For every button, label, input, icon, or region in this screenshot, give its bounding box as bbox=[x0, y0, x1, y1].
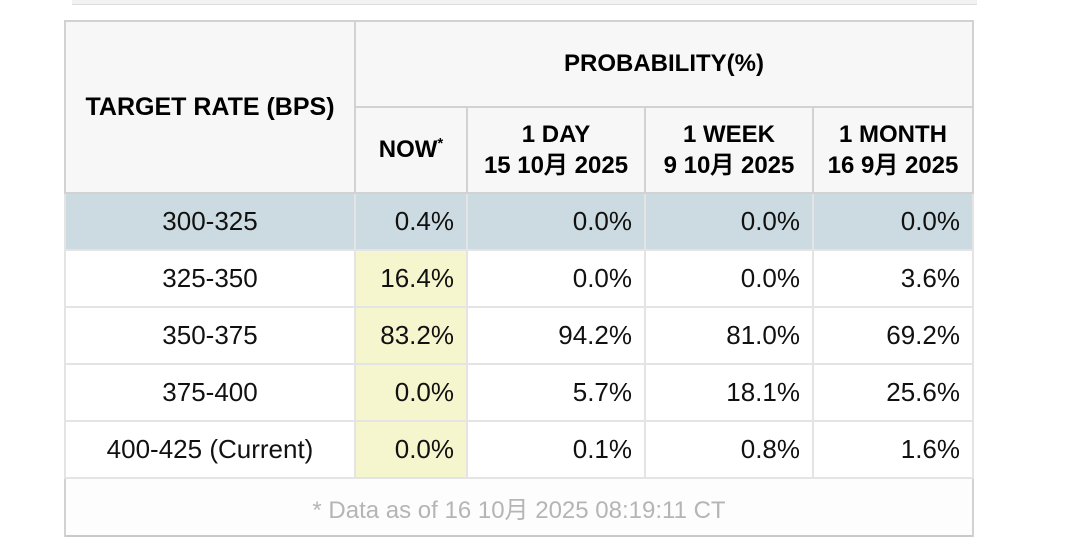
prob-now: 83.2% bbox=[354, 306, 468, 365]
prob-1-week: 0.8% bbox=[644, 420, 814, 479]
rate-range: 325-350 bbox=[64, 249, 356, 308]
data-as-of-footnote: * Data as of 16 10月 2025 08:19:11 CT bbox=[64, 477, 974, 536]
fedwatch-probability-table: TARGET RATE (BPS) PROBABILITY(%) NOW* 1 … bbox=[64, 20, 974, 537]
prob-1-month: 69.2% bbox=[812, 306, 974, 365]
table-row: 375-400 0.0% 5.7% 18.1% 25.6% bbox=[64, 363, 974, 422]
col-1week-date: 9 10月 2025 bbox=[663, 152, 795, 179]
column-header-now: NOW* bbox=[354, 106, 468, 194]
prob-now: 0.0% bbox=[354, 420, 468, 479]
column-header-1-month: 1 MONTH 16 9月 2025 bbox=[812, 106, 974, 194]
prob-1-day: 5.7% bbox=[466, 363, 646, 422]
col-1day-label: 1 DAY bbox=[521, 120, 591, 148]
table-row: 325-350 16.4% 0.0% 0.0% 3.6% bbox=[64, 249, 974, 308]
prob-1-day: 94.2% bbox=[466, 306, 646, 365]
rate-range: 300-325 bbox=[64, 192, 356, 251]
prob-now: 0.4% bbox=[354, 192, 468, 251]
table-row: 300-325 0.4% 0.0% 0.0% 0.0% bbox=[64, 192, 974, 251]
prob-1-week: 81.0% bbox=[644, 306, 814, 365]
prob-1-day: 0.0% bbox=[466, 192, 646, 251]
prob-1-month: 0.0% bbox=[812, 192, 974, 251]
col-1week-label: 1 WEEK bbox=[682, 120, 775, 148]
table-row: 400-425 (Current) 0.0% 0.1% 0.8% 1.6% bbox=[64, 420, 974, 479]
target-rate-header: TARGET RATE (BPS) bbox=[64, 20, 356, 194]
prob-1-month: 1.6% bbox=[812, 420, 974, 479]
prob-1-month: 3.6% bbox=[812, 249, 974, 308]
prob-1-week: 0.0% bbox=[644, 192, 814, 251]
column-header-1-day: 1 DAY 15 10月 2025 bbox=[466, 106, 646, 194]
prob-now: 16.4% bbox=[354, 249, 468, 308]
col-1month-label: 1 MONTH bbox=[839, 120, 947, 148]
rate-range: 400-425 (Current) bbox=[64, 420, 356, 479]
probability-group-header: PROBABILITY(%) bbox=[354, 20, 974, 108]
rate-range: 350-375 bbox=[64, 306, 356, 365]
target-rate-table: TARGET RATE (BPS) PROBABILITY(%) NOW* 1 … bbox=[64, 20, 974, 537]
prob-1-day: 0.0% bbox=[466, 249, 646, 308]
cropped-element-above-table bbox=[72, 0, 977, 5]
column-header-1-week: 1 WEEK 9 10月 2025 bbox=[644, 106, 814, 194]
now-label: NOW bbox=[378, 136, 438, 164]
rate-range: 375-400 bbox=[64, 363, 356, 422]
prob-1-week: 18.1% bbox=[644, 363, 814, 422]
prob-now: 0.0% bbox=[354, 363, 468, 422]
now-asterisk: * bbox=[437, 135, 444, 153]
col-1day-date: 15 10月 2025 bbox=[483, 152, 629, 179]
prob-1-month: 25.6% bbox=[812, 363, 974, 422]
prob-1-day: 0.1% bbox=[466, 420, 646, 479]
col-1month-date: 16 9月 2025 bbox=[827, 152, 959, 179]
prob-1-week: 0.0% bbox=[644, 249, 814, 308]
table-row: 350-375 83.2% 94.2% 81.0% 69.2% bbox=[64, 306, 974, 365]
